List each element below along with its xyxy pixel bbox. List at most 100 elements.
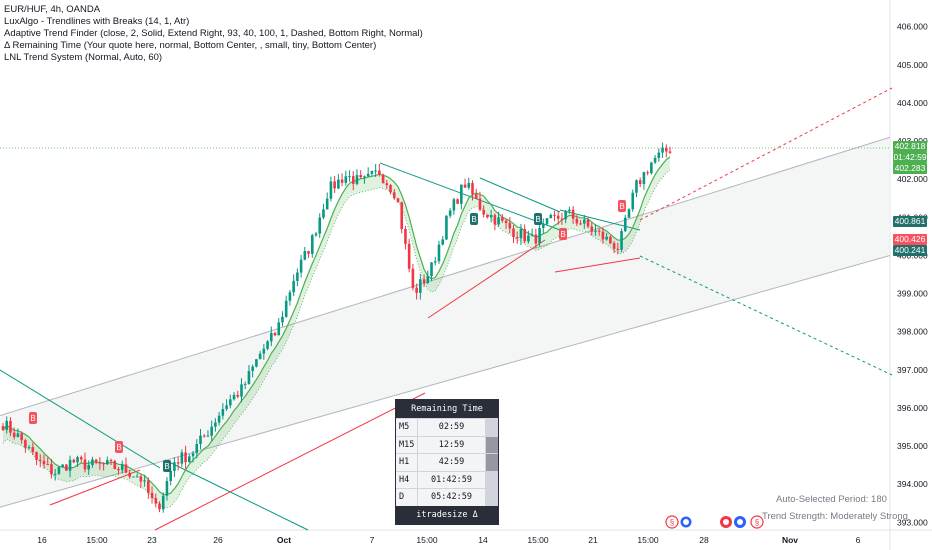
- candle[interactable]: [653, 157, 657, 163]
- trendline-down[interactable]: [0, 369, 161, 469]
- candle[interactable]: [255, 359, 258, 367]
- candle[interactable]: [68, 459, 72, 471]
- candle[interactable]: [363, 176, 366, 178]
- dividend-icon[interactable]: §: [750, 515, 764, 529]
- candle[interactable]: [176, 462, 180, 464]
- candle[interactable]: [441, 239, 444, 245]
- candle[interactable]: [415, 287, 418, 293]
- candle[interactable]: [534, 234, 538, 244]
- candle[interactable]: [161, 495, 165, 510]
- candle[interactable]: [448, 210, 452, 216]
- candle[interactable]: [501, 217, 504, 221]
- candle[interactable]: [76, 457, 79, 463]
- candle[interactable]: [430, 262, 433, 277]
- legend-symbol[interactable]: EUR/HUF, 4h, OANDA: [4, 4, 101, 15]
- candle[interactable]: [210, 426, 213, 436]
- candle[interactable]: [519, 229, 523, 239]
- candle[interactable]: [650, 162, 653, 174]
- event-icon[interactable]: [720, 516, 732, 528]
- candle[interactable]: [497, 217, 500, 225]
- candle[interactable]: [24, 440, 27, 448]
- candle[interactable]: [288, 292, 292, 301]
- candle[interactable]: [325, 198, 329, 210]
- candle[interactable]: [374, 170, 377, 172]
- candle[interactable]: [83, 459, 87, 470]
- candle[interactable]: [135, 476, 139, 478]
- candle[interactable]: [188, 456, 191, 463]
- candle[interactable]: [597, 230, 601, 232]
- candle[interactable]: [217, 415, 221, 423]
- candle[interactable]: [564, 211, 567, 220]
- event-icon[interactable]: [679, 515, 693, 529]
- candle[interactable]: [560, 218, 564, 220]
- candle[interactable]: [553, 214, 556, 216]
- candle[interactable]: [493, 215, 497, 225]
- candle[interactable]: [132, 476, 135, 478]
- candle[interactable]: [262, 348, 266, 354]
- candle[interactable]: [601, 231, 605, 240]
- candle[interactable]: [568, 209, 571, 212]
- candle[interactable]: [378, 170, 381, 175]
- candle[interactable]: [452, 199, 456, 211]
- candle[interactable]: [474, 194, 478, 199]
- candle[interactable]: [616, 248, 620, 250]
- candle[interactable]: [124, 464, 128, 473]
- trendline-down[interactable]: [479, 177, 561, 213]
- candle[interactable]: [530, 234, 534, 236]
- candle[interactable]: [419, 279, 422, 293]
- candle[interactable]: [296, 272, 299, 281]
- candle[interactable]: [251, 366, 254, 372]
- candle[interactable]: [437, 244, 441, 262]
- candle[interactable]: [642, 172, 646, 184]
- candle[interactable]: [385, 183, 389, 186]
- candle[interactable]: [504, 220, 508, 224]
- candle[interactable]: [310, 235, 314, 254]
- candle[interactable]: [404, 229, 407, 244]
- candle[interactable]: [638, 180, 642, 184]
- candle[interactable]: [243, 383, 247, 385]
- candle[interactable]: [53, 473, 57, 475]
- trendline-up[interactable]: [427, 239, 546, 319]
- candle[interactable]: [422, 279, 426, 283]
- candle[interactable]: [57, 466, 61, 474]
- candle[interactable]: [609, 236, 612, 244]
- candle[interactable]: [79, 457, 83, 460]
- channel-upper-line[interactable]: [0, 136, 891, 417]
- candle[interactable]: [381, 174, 385, 184]
- candle[interactable]: [20, 433, 23, 441]
- candle[interactable]: [512, 228, 515, 238]
- candle[interactable]: [664, 147, 668, 152]
- candle[interactable]: [258, 353, 262, 360]
- candle[interactable]: [236, 394, 240, 397]
- candle[interactable]: [523, 229, 526, 242]
- candle[interactable]: [91, 459, 94, 466]
- candle[interactable]: [292, 280, 295, 293]
- candle[interactable]: [273, 333, 277, 336]
- candle[interactable]: [322, 209, 325, 218]
- candle[interactable]: [27, 447, 31, 449]
- candle[interactable]: [232, 394, 236, 400]
- candle[interactable]: [247, 371, 251, 384]
- candle[interactable]: [668, 151, 672, 153]
- candle[interactable]: [98, 462, 102, 464]
- candle[interactable]: [195, 444, 199, 454]
- dividend-icon[interactable]: §: [665, 515, 679, 529]
- candle[interactable]: [359, 175, 363, 178]
- candle[interactable]: [120, 464, 124, 471]
- candle[interactable]: [229, 399, 232, 406]
- candle[interactable]: [314, 233, 318, 236]
- candle[interactable]: [366, 173, 370, 177]
- candle[interactable]: [657, 152, 661, 158]
- candle[interactable]: [128, 472, 131, 477]
- candle[interactable]: [333, 181, 336, 189]
- candle[interactable]: [515, 237, 519, 239]
- candle[interactable]: [389, 185, 392, 193]
- trendline-up[interactable]: [154, 392, 426, 531]
- candle[interactable]: [206, 435, 210, 437]
- break-label[interactable]: [29, 412, 37, 424]
- candle[interactable]: [478, 198, 482, 210]
- candle[interactable]: [426, 276, 430, 283]
- trendline-down[interactable]: [164, 459, 309, 531]
- legend-remaining-time-indicator[interactable]: Δ Remaining Time (Your quote here, norma…: [4, 40, 377, 51]
- candle[interactable]: [221, 409, 225, 416]
